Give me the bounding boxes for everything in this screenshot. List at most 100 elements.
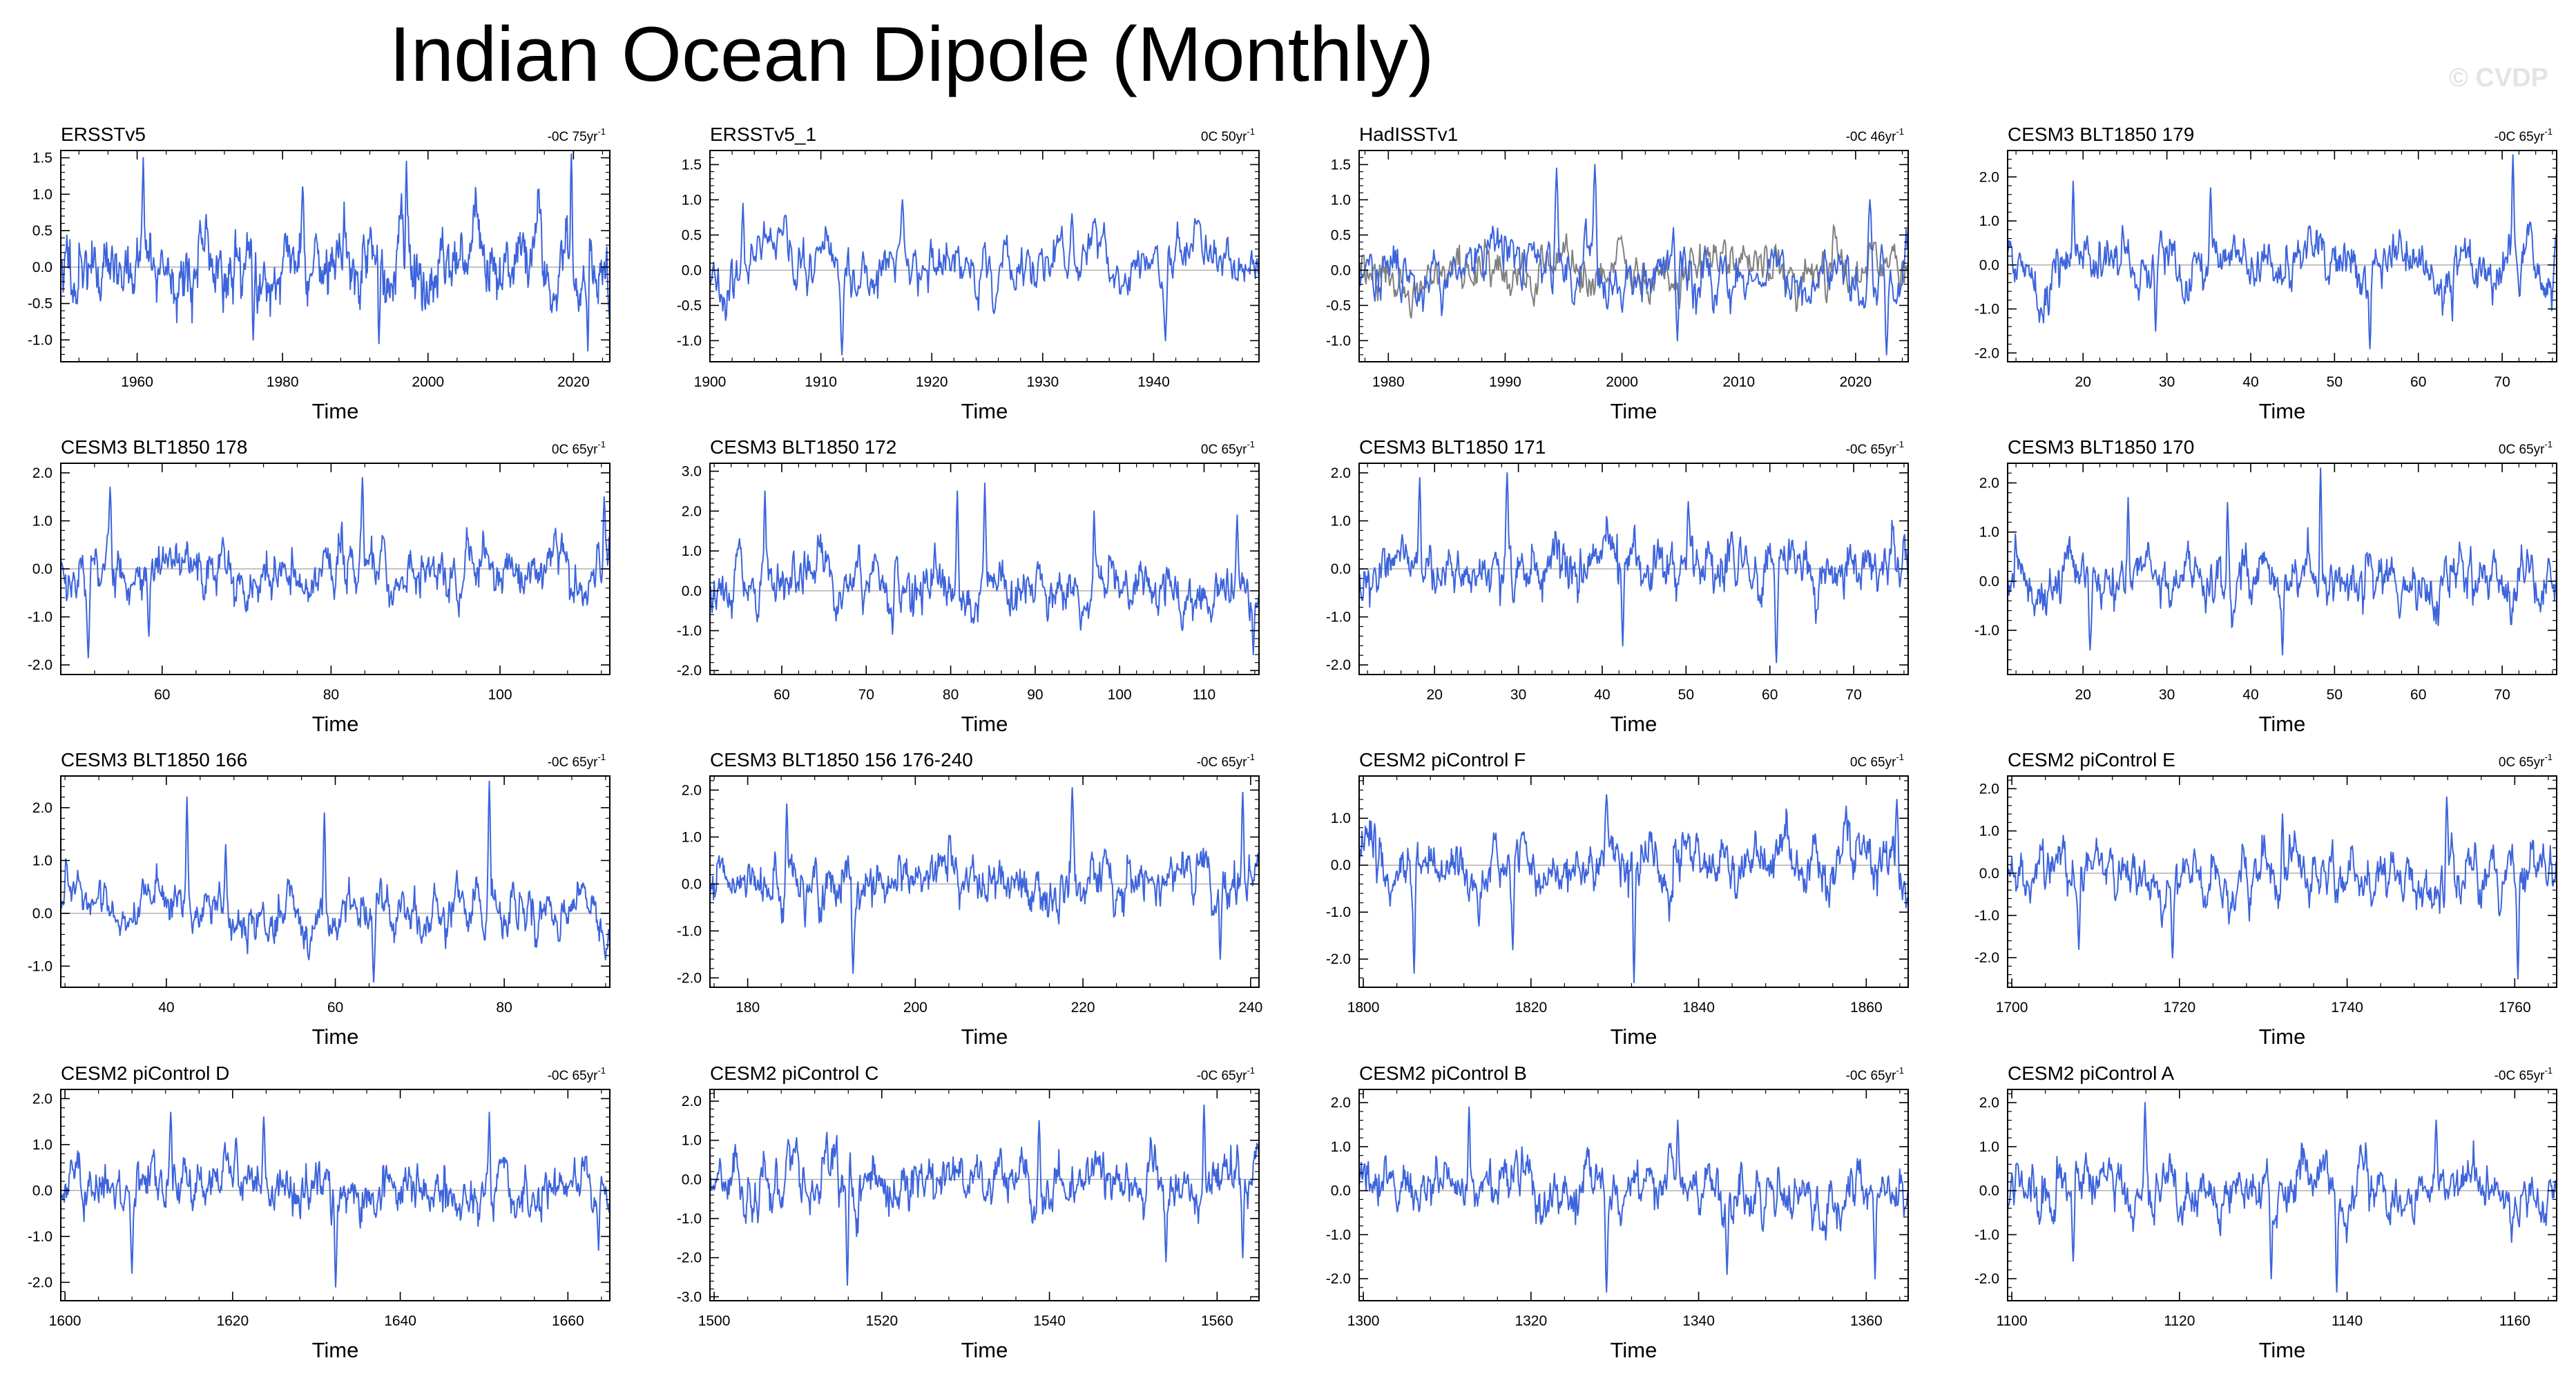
x-tick-label: 40 <box>2242 687 2258 703</box>
plot-frame <box>709 1089 1260 1301</box>
y-tick-label: -1.0 <box>677 923 702 939</box>
trend-label: -0C 65yr-1 <box>2495 1065 2553 1083</box>
y-tick-label: 0.0 <box>1331 857 1351 873</box>
x-axis-label: Time <box>1611 1338 1657 1362</box>
y-tick-label: 2.0 <box>32 1091 52 1107</box>
x-tick-label: 1900 <box>694 374 727 390</box>
series-line <box>2007 1102 2557 1293</box>
series-line <box>709 199 1260 356</box>
series-line <box>2007 154 2557 349</box>
x-tick-label: 60 <box>1762 687 1778 703</box>
x-tick-label: 70 <box>2494 374 2510 390</box>
chart-panel: CESM3 BLT1850 172 0C 65yr-1 3.0 2.0 1.0 0.0 -1… <box>677 436 1260 736</box>
y-tick-label: 0.0 <box>1979 1183 1999 1199</box>
chart-panel: CESM3 BLT1850 178 0C 65yr-1 2.0 1.0 0.0 -1.0 -… <box>28 436 611 736</box>
y-tick-label: 1.0 <box>1331 811 1351 826</box>
x-tick-label: 1700 <box>1996 1000 2028 1016</box>
x-tick-label: 1860 <box>1850 1000 1883 1016</box>
x-axis-label: Time <box>1611 1025 1657 1049</box>
y-tick-label: -1.0 <box>1326 904 1351 920</box>
y-tick-label: -0.5 <box>28 296 52 312</box>
chart-panel: CESM3 BLT1850 170 0C 65yr-1 2.0 1.0 0.0 -1.0 2… <box>1974 436 2557 736</box>
chart-panel: CESM2 piControl E 0C 65yr-1 2.0 1.0 0.0 -1.0 -… <box>1974 749 2557 1049</box>
y-tick-label: 2.0 <box>32 465 52 481</box>
trend-label: -0C 65yr-1 <box>548 1065 606 1083</box>
x-tick-label: 60 <box>327 1000 343 1016</box>
x-tick-label: 100 <box>1108 687 1132 703</box>
x-tick-label: 1160 <box>2499 1313 2530 1329</box>
chart-panel: CESM2 piControl B -0C 65yr-1 2.0 1.0 0.0 -1.0… <box>1326 1063 1909 1362</box>
trend-label: -0C 65yr-1 <box>2495 126 2553 144</box>
x-tick-label: 2020 <box>557 374 590 390</box>
plot-frame <box>1358 775 1909 988</box>
y-tick-label: 0.5 <box>682 227 702 243</box>
series-line <box>709 787 1260 974</box>
y-tick-label: 0.0 <box>1331 1183 1351 1199</box>
trend-label: 0C 50yr-1 <box>1201 126 1255 144</box>
y-tick-label: 0.5 <box>32 223 52 239</box>
y-tick-label: -1.0 <box>28 1229 52 1245</box>
plot-frame <box>2007 463 2557 675</box>
y-tick-label: -1.0 <box>28 958 52 974</box>
x-tick-label: 1360 <box>1850 1313 1883 1329</box>
x-tick-label: 1500 <box>698 1313 731 1329</box>
x-axis-label: Time <box>961 712 1008 736</box>
x-tick-label: 1840 <box>1682 1000 1715 1016</box>
y-tick-label: 2.0 <box>32 800 52 816</box>
y-tick-label: 1.0 <box>32 1137 52 1153</box>
x-axis-label: Time <box>1611 712 1657 736</box>
y-tick-label: 2.0 <box>1979 169 1999 185</box>
trend-label: -0C 65yr-1 <box>548 752 606 770</box>
overlay-series-line <box>1358 223 1909 319</box>
series-line <box>709 482 1260 656</box>
y-tick-label: 2.0 <box>682 782 702 798</box>
panel-title: CESM2 piControl D <box>61 1063 229 1084</box>
x-tick-label: 1740 <box>2331 1000 2363 1016</box>
series-line <box>1358 794 1909 984</box>
y-tick-label: -0.5 <box>677 298 702 313</box>
y-tick-label: 0.0 <box>1979 574 1999 590</box>
trend-label: 0C 65yr-1 <box>2499 439 2553 457</box>
x-tick-label: 1100 <box>1996 1313 2027 1329</box>
plot-frame <box>709 775 1260 988</box>
x-tick-label: 1960 <box>121 374 153 390</box>
x-tick-label: 1300 <box>1347 1313 1380 1329</box>
figure-title: Indian Ocean Dipole (Monthly) <box>389 11 1434 97</box>
x-tick-label: 80 <box>943 687 959 703</box>
x-tick-label: 1930 <box>1026 374 1059 390</box>
x-tick-label: 70 <box>858 687 874 703</box>
x-tick-label: 80 <box>323 687 339 703</box>
y-tick-label: -1.0 <box>1974 623 1999 639</box>
chart-panel: CESM3 BLT1850 166 -0C 65yr-1 2.0 1.0 0.0 -1.0… <box>28 749 611 1049</box>
x-tick-label: 1760 <box>2499 1000 2531 1016</box>
y-tick-label: -1.0 <box>28 610 52 625</box>
chart-panel: CESM2 piControl C -0C 65yr-1 2.0 1.0 0.0 -1.0… <box>677 1063 1260 1362</box>
x-tick-label: 50 <box>1678 687 1694 703</box>
y-tick-label: -1.0 <box>1974 302 1999 318</box>
plot-frame <box>60 1089 611 1301</box>
x-tick-label: 20 <box>2075 374 2091 390</box>
x-tick-label: 30 <box>1510 687 1526 703</box>
series-line <box>2007 467 2557 656</box>
y-tick-label: -0.5 <box>1326 298 1351 313</box>
plot-frame <box>1358 1089 1909 1301</box>
y-tick-label: 1.0 <box>1979 213 1999 229</box>
x-tick-label: 1660 <box>552 1313 584 1329</box>
series-line <box>60 153 611 352</box>
x-tick-label: 1980 <box>1372 374 1405 390</box>
trend-label: -0C 65yr-1 <box>1197 1065 1255 1083</box>
x-tick-label: 220 <box>1071 1000 1095 1016</box>
x-tick-label: 40 <box>2242 374 2258 390</box>
y-tick-label: 1.0 <box>1331 192 1351 208</box>
x-tick-label: 1540 <box>1033 1313 1066 1329</box>
y-tick-label: 0.0 <box>1331 561 1351 577</box>
series-line <box>2007 796 2557 980</box>
x-tick-label: 1600 <box>49 1313 81 1329</box>
chart-panel: ERSSTv5_1 0C 50yr-1 1.5 1.0 0.5 0.0 -0.5 -1.0 19… <box>677 124 1260 423</box>
x-axis-label: Time <box>312 399 359 423</box>
chart-panel: CESM2 piControl D -0C 65yr-1 2.0 1.0 0.0 -1.0… <box>28 1063 611 1362</box>
y-tick-label: 0.0 <box>1979 866 1999 882</box>
y-tick-label: 0.0 <box>682 876 702 892</box>
x-tick-label: 1520 <box>865 1313 898 1329</box>
x-tick-label: 70 <box>1845 687 1861 703</box>
